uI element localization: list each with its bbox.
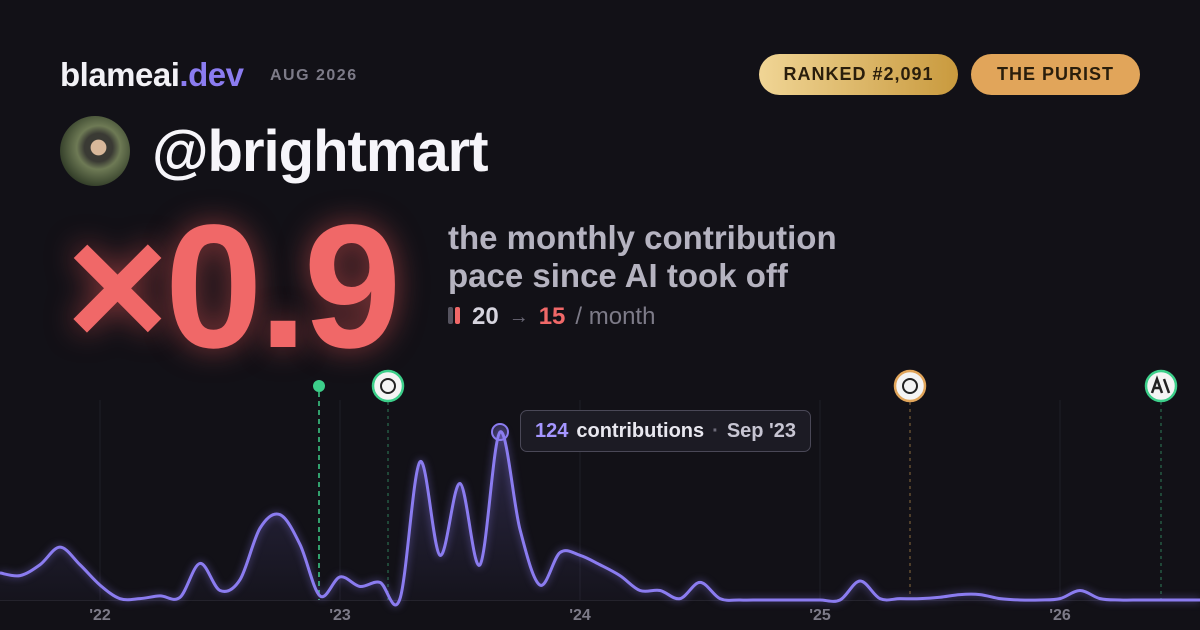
tooltip-label: contributions: [576, 419, 705, 442]
peak-marker: [491, 423, 509, 441]
x-tick-label: '25: [809, 607, 831, 624]
x-tick-label: '23: [329, 607, 351, 624]
brand-name: blameai: [60, 56, 180, 93]
pace: 20 → 15 / month: [448, 303, 655, 331]
pace-unit: / month: [575, 303, 656, 330]
tooltip-date: Sep '23: [726, 419, 797, 442]
tooltip-value: 124: [535, 419, 569, 442]
event-glyph: [902, 378, 918, 394]
caption: pace since AI took off: [448, 257, 788, 294]
pace-arrow: →: [508, 305, 529, 328]
tooltip: 124 contributions · Sep '23: [520, 410, 812, 452]
date: AUG 2026: [270, 67, 358, 84]
line: [0, 430, 1200, 607]
event-icon: [1144, 369, 1178, 403]
events: [313, 369, 1178, 600]
caption: the monthly contribution: [448, 219, 837, 256]
x-tick-label: '24: [569, 607, 591, 624]
persona-badge: THE PURIST: [971, 54, 1140, 95]
x-tick-label: '22: [89, 607, 111, 624]
x-tick-label: '26: [1049, 607, 1071, 624]
handle: @brightmart: [152, 119, 489, 184]
pace-icon: [448, 303, 462, 331]
area: [0, 431, 1200, 605]
pace-after: 15: [538, 303, 566, 330]
event-icon: [893, 369, 927, 403]
rank-badge: RANKED #2,091: [759, 54, 958, 95]
event-glyph: [380, 378, 396, 394]
avatar: [60, 116, 130, 186]
multiplier: ×0.9: [66, 189, 401, 385]
brand: blameai.dev: [60, 56, 244, 94]
event-icon: [371, 369, 405, 403]
event-dot: [313, 380, 325, 392]
pace-before: 20: [472, 303, 499, 330]
event-glyph: [1150, 375, 1171, 394]
separator: ·: [712, 419, 719, 442]
brand-tld: .dev: [179, 56, 244, 93]
